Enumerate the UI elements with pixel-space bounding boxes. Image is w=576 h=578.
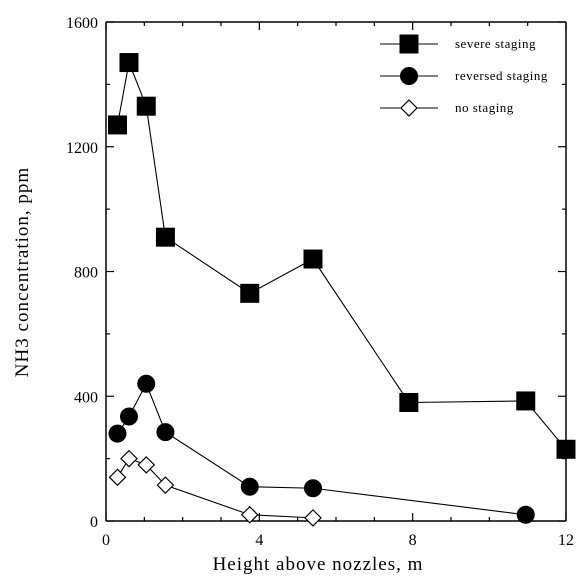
- data-point-severe-staging: [108, 115, 127, 135]
- tick-labels: 0 4 8 12 0 400 800 1200 1600: [66, 15, 574, 549]
- series-line-severe-staging: [116, 60, 567, 450]
- y-axis-title: NH3 concentration, ppm: [12, 167, 33, 377]
- series-line-reversed-staging: [117, 382, 526, 516]
- data-point-severe-staging: [399, 392, 419, 412]
- data-point-reversed-staging: [240, 477, 259, 496]
- series-markers: [108, 53, 576, 527]
- data-point-no-staging: [240, 505, 259, 524]
- x-axis-title: Height above nozzles, m: [213, 554, 424, 575]
- data-point-severe-staging: [136, 96, 156, 116]
- data-point-reversed-staging: [137, 374, 156, 393]
- data-point-reversed-staging: [108, 424, 127, 443]
- data-point-reversed-staging: [516, 505, 535, 524]
- data-point-reversed-staging: [156, 423, 175, 442]
- data-point-severe-staging: [119, 53, 139, 73]
- data-point-no-staging: [156, 476, 175, 494]
- x-tick-label: 12: [558, 532, 574, 549]
- data-point-severe-staging: [556, 439, 576, 459]
- series-lines: [116, 60, 567, 519]
- data-point-no-staging: [120, 449, 138, 468]
- y-tick-label: 0: [90, 514, 98, 531]
- data-point-no-staging: [304, 509, 322, 527]
- legend-label-no-staging: no staging: [455, 100, 514, 115]
- tick-marks: [105, 21, 567, 522]
- x-tick-label: 4: [255, 532, 263, 549]
- legend-label-severe-staging: severe staging: [455, 36, 536, 51]
- y-tick-label: 1600: [66, 15, 98, 32]
- legend-marker-reversed-staging: [400, 67, 418, 85]
- data-point-severe-staging: [303, 249, 323, 269]
- legend-marker-no-staging: [400, 99, 418, 117]
- y-tick-label: 1200: [66, 140, 98, 157]
- data-point-no-staging: [108, 468, 127, 487]
- data-point-reversed-staging: [120, 407, 138, 426]
- plot-frame: [105, 21, 567, 522]
- y-tick-label: 800: [74, 265, 98, 282]
- data-point-severe-staging: [516, 391, 536, 411]
- data-point-no-staging: [137, 456, 156, 474]
- legend-label-reversed-staging: reversed staging: [455, 68, 548, 83]
- legend: severe staging reversed staging no staging: [380, 34, 548, 117]
- x-tick-label: 8: [409, 532, 417, 549]
- data-point-severe-staging: [155, 227, 175, 247]
- data-point-reversed-staging: [304, 479, 322, 498]
- x-tick-label: 0: [102, 532, 110, 549]
- legend-marker-severe-staging: [399, 34, 419, 54]
- y-tick-label: 400: [74, 389, 98, 406]
- data-point-severe-staging: [240, 283, 260, 303]
